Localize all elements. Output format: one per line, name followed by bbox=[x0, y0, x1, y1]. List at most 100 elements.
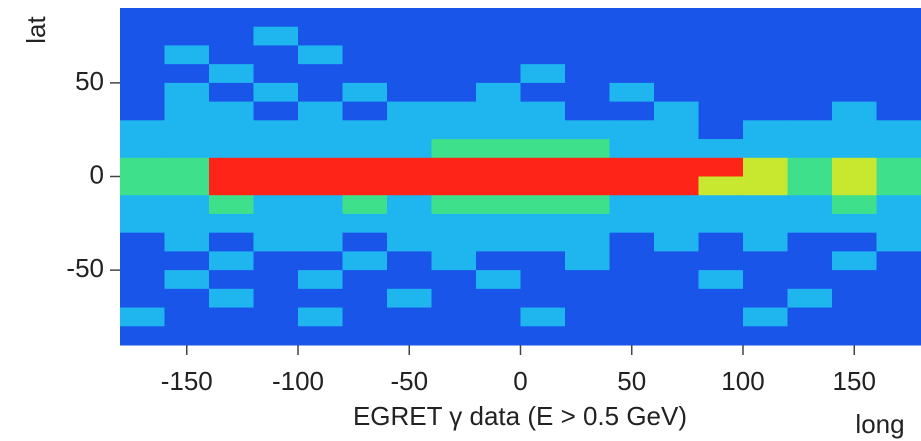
heatmap-cell bbox=[342, 270, 388, 290]
heatmap-cell bbox=[120, 8, 165, 28]
heatmap-cell bbox=[609, 26, 655, 46]
heatmap-cell bbox=[609, 307, 655, 327]
heatmap-cell bbox=[342, 139, 388, 159]
heatmap-cell bbox=[565, 101, 610, 121]
heatmap-cell bbox=[743, 45, 788, 65]
heatmap-cell bbox=[609, 139, 655, 159]
heatmap-cell bbox=[787, 26, 833, 46]
heatmap-cell bbox=[120, 26, 165, 46]
heatmap-cell bbox=[431, 307, 477, 327]
heatmap-cell bbox=[431, 8, 477, 28]
heatmap-cell bbox=[253, 326, 299, 346]
heatmap-cell bbox=[520, 139, 566, 159]
heatmap-cell bbox=[743, 270, 788, 290]
heatmap-cell bbox=[743, 82, 788, 103]
heatmap-cell bbox=[476, 213, 521, 234]
heatmap-cell bbox=[520, 307, 566, 327]
heatmap-cell bbox=[120, 82, 165, 103]
heatmap-cell bbox=[520, 120, 566, 140]
heatmap-cell bbox=[164, 120, 210, 140]
heatmap-cell bbox=[164, 176, 210, 196]
heatmap-cell bbox=[609, 176, 655, 196]
heatmap-cell bbox=[520, 45, 566, 65]
heatmap-cell bbox=[387, 64, 432, 84]
heatmap-cell bbox=[654, 288, 699, 309]
heatmap-cell bbox=[387, 45, 432, 65]
heatmap-cell bbox=[743, 139, 788, 159]
heatmap-cell bbox=[120, 176, 165, 196]
heatmap-cell bbox=[743, 176, 788, 196]
heatmap-cell bbox=[209, 270, 254, 290]
heatmap-cell bbox=[743, 326, 788, 346]
heatmap-cell bbox=[253, 64, 299, 84]
heatmap-cell bbox=[654, 64, 699, 84]
heatmap-cell bbox=[520, 8, 566, 28]
heatmap-cell bbox=[120, 270, 165, 290]
heatmap-cell bbox=[298, 45, 343, 65]
heatmap-cell bbox=[654, 176, 699, 196]
heatmap-cell bbox=[654, 120, 699, 140]
heatmap-cell bbox=[209, 326, 254, 346]
heatmap-cell bbox=[431, 213, 477, 234]
heatmap-cell bbox=[253, 251, 299, 271]
heatmap-cell bbox=[654, 82, 699, 103]
heatmap-cell bbox=[431, 232, 477, 252]
heatmap-cell bbox=[209, 232, 254, 252]
heatmap-cell bbox=[698, 213, 744, 234]
heatmap-cell bbox=[876, 251, 921, 271]
x-tick-label: -50 bbox=[390, 366, 428, 396]
heatmap-cell bbox=[387, 270, 432, 290]
heatmap-cell bbox=[253, 157, 299, 177]
heatmap-cell bbox=[476, 157, 521, 177]
heatmap-cell bbox=[209, 307, 254, 327]
heatmap-cell bbox=[476, 288, 521, 309]
heatmap-cell bbox=[876, 232, 921, 252]
heatmap-cell bbox=[520, 288, 566, 309]
y-tick-label: -50 bbox=[66, 253, 104, 283]
heatmap-cell bbox=[609, 251, 655, 271]
heatmap-cell bbox=[253, 307, 299, 327]
heatmap-cell bbox=[654, 232, 699, 252]
heatmap-cell bbox=[609, 64, 655, 84]
heatmap-cell bbox=[298, 26, 343, 46]
heatmap-cell bbox=[520, 232, 566, 252]
heatmap-cell bbox=[164, 26, 210, 46]
heatmap-cell bbox=[698, 307, 744, 327]
heatmap-cell bbox=[743, 195, 788, 215]
x-tick-label: 100 bbox=[721, 366, 764, 396]
heatmap-cell bbox=[164, 213, 210, 234]
heatmap-cell bbox=[342, 101, 388, 121]
heatmap-cell bbox=[787, 213, 833, 234]
heatmap-cell bbox=[120, 120, 165, 140]
heatmap-cell bbox=[743, 26, 788, 46]
heatmap-cell bbox=[565, 213, 610, 234]
heatmap-cell bbox=[743, 288, 788, 309]
heatmap-cell bbox=[520, 176, 566, 196]
heatmap-cell bbox=[832, 82, 877, 103]
heatmap-cell bbox=[209, 64, 254, 84]
heatmap-cell bbox=[565, 157, 610, 177]
heatmap-cell bbox=[431, 139, 477, 159]
heatmap-cell bbox=[832, 213, 877, 234]
heatmap-cell bbox=[164, 195, 210, 215]
heatmap-cell bbox=[209, 45, 254, 65]
heatmap-cell bbox=[476, 270, 521, 290]
heatmap-cell bbox=[253, 139, 299, 159]
heatmap-cell bbox=[654, 45, 699, 65]
heatmap-cell bbox=[387, 82, 432, 103]
heatmap-cell bbox=[787, 176, 833, 196]
heatmap-cell bbox=[476, 232, 521, 252]
heatmap-cell bbox=[253, 101, 299, 121]
heatmap-cell bbox=[565, 26, 610, 46]
heatmap-cell bbox=[387, 157, 432, 177]
heatmap-cell bbox=[431, 101, 477, 121]
heatmap-cell bbox=[342, 251, 388, 271]
heatmap-cell bbox=[609, 101, 655, 121]
heatmap-cell bbox=[654, 26, 699, 46]
heatmap-cell bbox=[387, 101, 432, 121]
heatmap-cell bbox=[387, 232, 432, 252]
heatmap-cell bbox=[609, 8, 655, 28]
heatmap-cell bbox=[298, 195, 343, 215]
heatmap-cell bbox=[164, 64, 210, 84]
